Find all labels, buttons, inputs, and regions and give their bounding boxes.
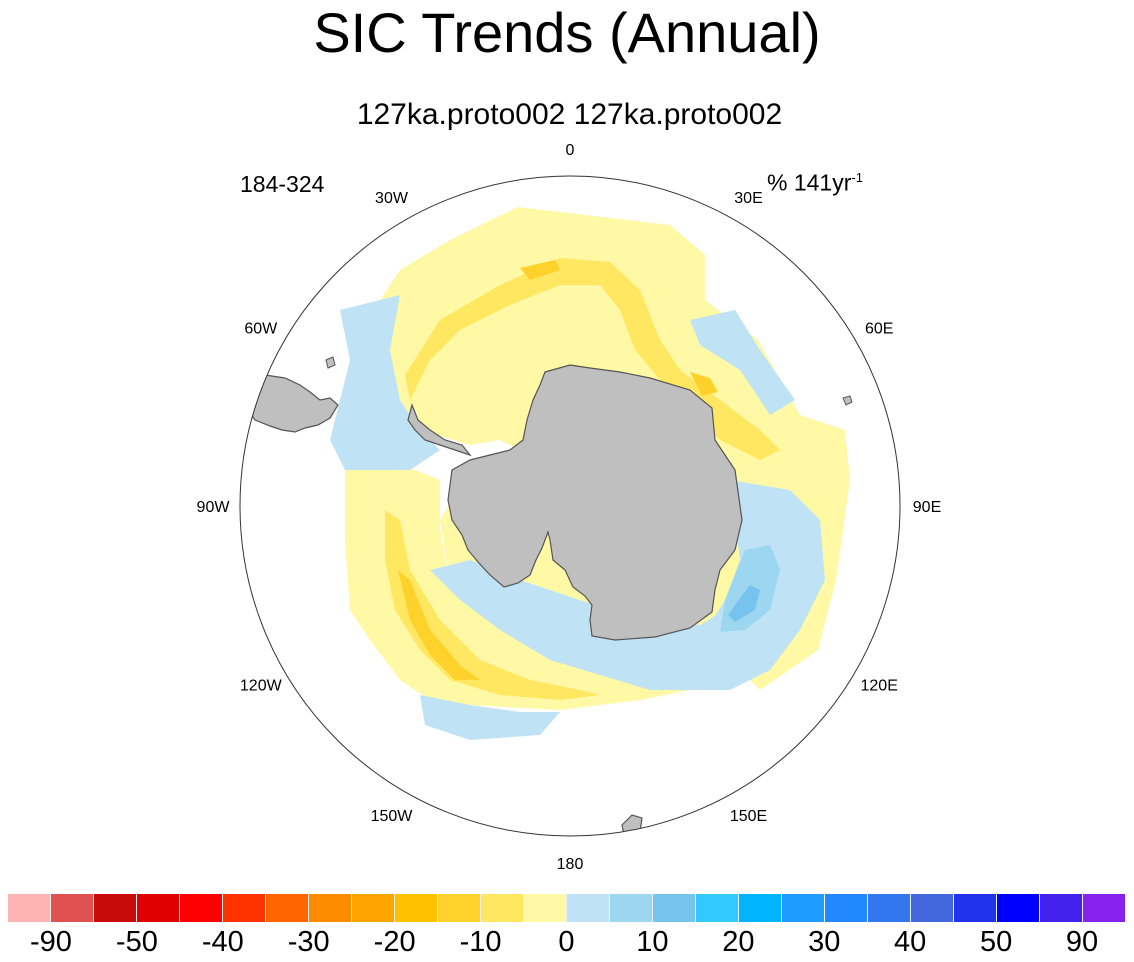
colorbar-swatch (438, 894, 481, 922)
colorbar-label: -40 (201, 926, 244, 958)
colorbar-swatch (825, 894, 868, 922)
chart-subtitle: 127ka.proto002 127ka.proto002 (356, 98, 783, 131)
longitude-label: 150E (730, 808, 767, 825)
chart-title: SIC Trends (Annual) (313, 1, 821, 64)
longitude-label: 120E (861, 678, 898, 695)
longitude-label: 90E (913, 499, 941, 516)
colorbar-label: -30 (287, 926, 330, 958)
trend-region-gold-west (398, 570, 480, 680)
colorbar-swatch (524, 894, 567, 922)
polar-map: 0 30E 60E 90E 120E 150E 180 150W 120W 90W 60W 30W (197, 142, 942, 873)
longitude-label: 60E (865, 321, 893, 338)
antarctic-peninsula (407, 403, 472, 457)
colorbar-label: 50 (979, 926, 1013, 958)
antarctica-landmass (447, 364, 743, 641)
trend-region-gold-north (520, 260, 560, 280)
longitude-label: 60W (244, 321, 278, 338)
longitude-label: 0 (566, 142, 575, 159)
south-america-landmass (247, 374, 339, 433)
units-exponent: -1 (851, 170, 863, 185)
colorbar-swatch (911, 894, 954, 922)
trend-region-deep-blue (728, 585, 760, 622)
colorbar-swatch (137, 894, 180, 922)
period-label: 184-324 (240, 171, 325, 197)
colorbar-label: 20 (722, 926, 755, 958)
colorbar-swatch (352, 894, 395, 922)
trend-region-yellow-arc-north (405, 258, 780, 460)
colorbar-swatch (395, 894, 438, 922)
colorbar-label: -10 (459, 926, 502, 958)
colorbar-label: 30 (808, 926, 841, 958)
colorbar-label: 0 (558, 926, 575, 958)
colorbar-swatch (696, 894, 739, 922)
colorbar-swatch (1083, 894, 1125, 922)
trend-region-light-blue-south (420, 695, 560, 740)
colorbar-swatch (653, 894, 696, 922)
longitude-label: 90W (197, 499, 231, 516)
colorbar-swatch (997, 894, 1040, 922)
colorbar (8, 894, 1125, 922)
falkland-islands (325, 356, 336, 369)
longitude-label: 120W (240, 678, 283, 695)
longitude-label: 30E (734, 190, 762, 207)
units-label: % 141yr-1 (767, 164, 863, 197)
colorbar-swatch (266, 894, 309, 922)
units-prefix: % 141yr (767, 169, 852, 196)
colorbar-label: -50 (115, 926, 158, 958)
longitude-label: 150W (371, 808, 414, 825)
trend-region-light-blue-north (690, 310, 795, 415)
colorbar-swatch (180, 894, 223, 922)
colorbar-label: 40 (894, 926, 927, 958)
colorbar-swatch (739, 894, 782, 922)
longitude-label: 30W (375, 190, 409, 207)
colorbar-swatch (309, 894, 352, 922)
colorbar-label: 10 (636, 926, 669, 958)
colorbar-swatch (481, 894, 524, 922)
longitude-label: 180 (557, 856, 584, 873)
trend-region-gold-east (690, 372, 718, 396)
map-boundary-circle (239, 175, 901, 837)
colorbar-swatch (223, 894, 266, 922)
colorbar-swatch (782, 894, 825, 922)
colorbar-swatch (1040, 894, 1083, 922)
colorbar-swatch (8, 894, 51, 922)
colorbar-label: 90 (1065, 926, 1099, 958)
colorbar-label: -20 (373, 926, 416, 958)
colorbar-swatch (954, 894, 997, 922)
colorbar-swatch (610, 894, 653, 922)
longitude-labels: 0 30E 60E 90E 120E 150E 180 150W 120W 90W 60W 30W (197, 142, 942, 873)
colorbar-label: -90 (29, 926, 72, 958)
colorbar-swatch (51, 894, 94, 922)
kerguelen-island (842, 395, 853, 406)
colorbar-swatch (94, 894, 137, 922)
colorbar-swatch (567, 894, 610, 922)
sic-trend-field (247, 207, 853, 836)
colorbar-swatch (868, 894, 911, 922)
trend-region-light-blue-ross (430, 560, 745, 690)
